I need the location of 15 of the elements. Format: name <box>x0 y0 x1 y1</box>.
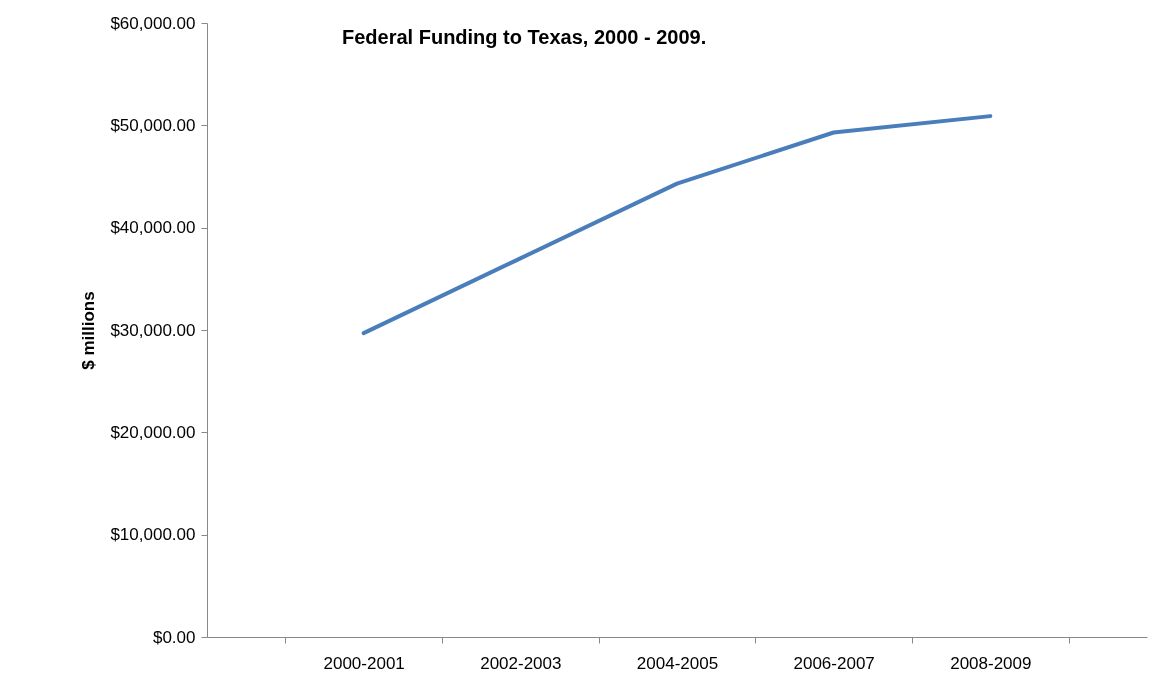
y-tick-label: $60,000.00 <box>110 13 196 33</box>
chart-title: Federal Funding to Texas, 2000 - 2009. <box>342 26 707 48</box>
y-tick-label: $20,000.00 <box>110 422 196 442</box>
x-tick-label: 2000-2001 <box>323 653 405 673</box>
y-tick-label: $30,000.00 <box>110 320 196 340</box>
y-tick-label: $50,000.00 <box>110 115 196 135</box>
line-series <box>361 114 993 336</box>
x-tick-label: 2006-2007 <box>793 653 875 673</box>
y-tick-label: $10,000.00 <box>110 525 196 545</box>
y-axis-title: $ millions <box>79 291 99 370</box>
x-tick-label: 2002-2003 <box>480 653 562 673</box>
x-tick-label: 2004-2005 <box>636 653 719 673</box>
y-tick-label: $40,000.00 <box>110 218 196 238</box>
y-tick-label: $0.00 <box>152 627 196 647</box>
x-tick-label: 2008-2009 <box>950 653 1032 673</box>
